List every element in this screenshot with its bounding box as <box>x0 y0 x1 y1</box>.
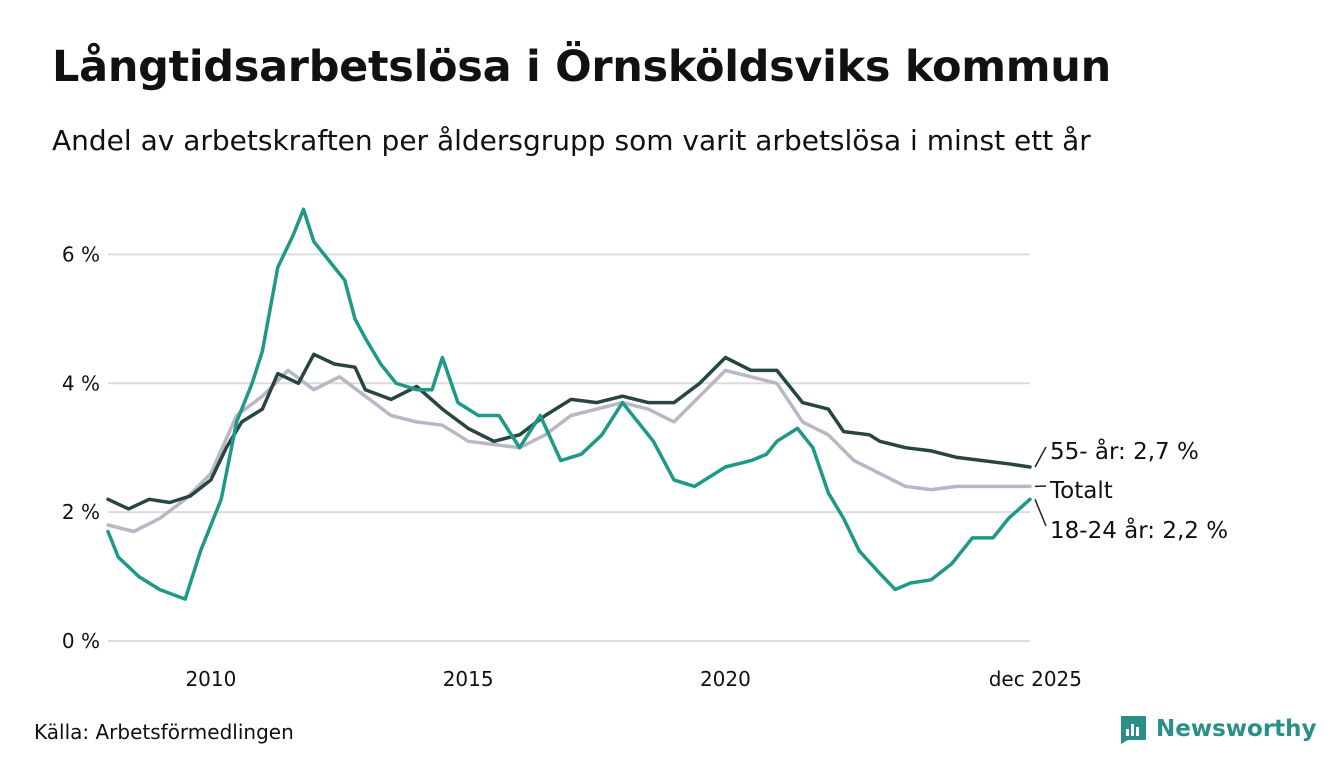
grid-lines <box>108 253 1030 642</box>
series-line-older <box>106 352 1032 511</box>
y-tick-label: 6 % <box>62 242 100 266</box>
end-label-connector <box>1034 446 1047 468</box>
chart-subtitle: Andel av arbetskraften per åldersgrupp s… <box>52 124 1091 157</box>
end-label-connector <box>1034 498 1047 527</box>
source-note: Källa: Arbetsförmedlingen <box>34 720 294 744</box>
y-axis-ticks: 0 % 2 % 4 % 6 % <box>62 242 100 653</box>
end-label-young: 18-24 år: 2,2 % <box>1050 516 1228 544</box>
end-label-total: Totalt <box>1049 478 1113 504</box>
x-tick-label: 2020 <box>700 667 751 691</box>
brand-logo: Newsworthy <box>1118 714 1317 744</box>
end-labels: 55- år: 2,7 % Totalt 18-24 år: 2,2 % <box>1034 437 1228 544</box>
chart-title: Långtidsarbetslösa i Örnsköldsviks kommu… <box>52 42 1111 92</box>
y-tick-label: 2 % <box>62 500 100 524</box>
brand-name: Newsworthy <box>1156 716 1317 742</box>
y-tick-label: 0 % <box>62 629 100 653</box>
x-tick-label: 2015 <box>443 667 494 691</box>
x-axis-ticks: 2010 2015 2020 dec 2025 <box>185 667 1082 691</box>
x-tick-label: dec 2025 <box>989 667 1082 691</box>
newsworthy-logo-icon <box>1121 716 1146 744</box>
x-tick-label: 2010 <box>185 667 236 691</box>
series-line-young <box>106 207 1032 601</box>
y-tick-label: 4 % <box>62 371 100 395</box>
series-lines <box>106 207 1032 601</box>
end-label-older: 55- år: 2,7 % <box>1050 437 1199 465</box>
line-chart: 0 % 2 % 4 % 6 % 2010 2015 2020 dec 2025 55- år… <box>62 207 1228 691</box>
series-line-total <box>106 368 1032 534</box>
